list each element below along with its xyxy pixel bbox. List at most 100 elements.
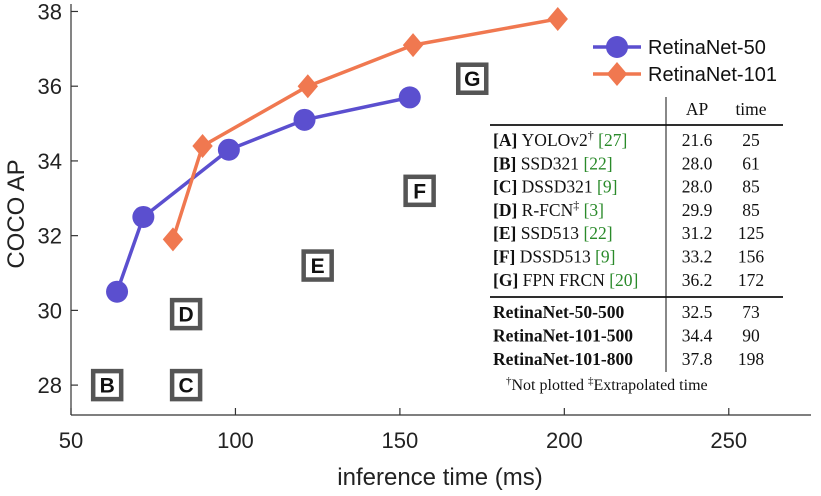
table-row-method: [A] YOLOv2† [27] <box>493 128 627 150</box>
y-tick-label: 32 <box>38 224 62 249</box>
legend: RetinaNet-50 RetinaNet-101 <box>593 36 777 86</box>
table-row-method: [B] SSD321 [22] <box>493 153 613 173</box>
y-tick-label: 36 <box>38 74 62 99</box>
table-row-method: RetinaNet-50-500 <box>493 302 624 322</box>
point-label-g: G <box>455 62 489 95</box>
point-label-text: G <box>464 68 480 91</box>
data-point <box>217 138 240 161</box>
point-label-box <box>90 368 124 402</box>
table-row: [G] FPN FRCN [20] 36.2 172 <box>493 270 764 290</box>
table-row-method: [E] SSD513 [22] <box>493 223 613 243</box>
table-row: [B] SSD321 [22] 28.0 61 <box>493 153 760 173</box>
table-row: [D] R-FCN‡ [3] 29.9 85 <box>493 198 760 220</box>
y-tick-label: 30 <box>38 298 62 323</box>
legend-entry-2: RetinaNet-101 <box>593 62 777 86</box>
comparison-table: AP time [A] YOLOv2† [27] 21.6 25 [B] SSD321 [… <box>488 96 788 398</box>
data-point <box>192 133 213 158</box>
table-row-method: [C] DSSD321 [9] <box>493 177 617 197</box>
series-line <box>115 95 411 293</box>
table-row-time: 85 <box>742 200 760 220</box>
legend-label: RetinaNet-50 <box>648 37 766 59</box>
x-tick-label: 100 <box>217 428 254 453</box>
y-axis-title: COCO AP <box>3 159 30 268</box>
point-label-box <box>455 62 489 95</box>
table-row-time: 85 <box>742 177 760 197</box>
y-tick-label: 28 <box>38 373 62 398</box>
point-label-text: C <box>179 375 194 398</box>
table-footnote: †Not plotted ‡Extrapolated time <box>506 375 708 394</box>
data-point <box>293 108 316 131</box>
point-label-box <box>403 174 436 208</box>
table-row-ap: 32.5 <box>682 302 713 322</box>
table-row-time: 156 <box>738 247 765 267</box>
table-row-method: RetinaNet-101-800 <box>493 349 633 369</box>
point-label-b: B <box>90 368 124 402</box>
y-tick-label: 34 <box>38 149 62 174</box>
table-row: [A] YOLOv2† [27] 21.6 25 <box>493 128 760 150</box>
y-tick-label: 38 <box>38 0 62 24</box>
series-1 <box>106 86 421 303</box>
table-row-ap: 28.0 <box>682 177 713 197</box>
x-tick-label: 150 <box>382 428 419 453</box>
data-point <box>402 33 424 58</box>
x-tick-label: 200 <box>546 428 583 453</box>
table-row-retinanet: RetinaNet-101-800 37.8 198 <box>493 349 764 369</box>
table-row-time: 125 <box>738 223 765 243</box>
legend-marker <box>606 62 628 86</box>
point-label-f: F <box>403 174 436 208</box>
table-row-method: [D] R-FCN‡ [3] <box>493 198 604 220</box>
table-row-time: 198 <box>738 349 765 369</box>
table-row-ap: 28.0 <box>682 153 713 173</box>
table-row-time: 73 <box>742 302 760 322</box>
point-label-d: D <box>169 297 203 331</box>
series-2 <box>162 6 568 252</box>
data-point <box>132 205 155 228</box>
table-row-ap: 33.2 <box>682 247 713 267</box>
series-layer <box>106 6 568 303</box>
point-label-e: E <box>301 249 334 282</box>
table-background <box>488 96 788 398</box>
table-row-ap: 36.2 <box>682 270 713 290</box>
table-header-time: time <box>735 99 766 119</box>
legend-marker <box>606 36 628 58</box>
data-point <box>106 280 129 303</box>
table-row-ap: 37.8 <box>682 349 713 369</box>
point-label-text: F <box>413 180 426 203</box>
data-point <box>162 227 184 252</box>
point-labels: B C D E F G <box>90 62 489 402</box>
point-label-text: D <box>179 304 194 327</box>
table-row-time: 172 <box>738 270 764 290</box>
x-axis-title: inference time (ms) <box>337 464 542 491</box>
x-tick-label: 50 <box>59 428 83 453</box>
axes: 50 100 150 200 250 28 30 32 34 36 38 <box>38 0 811 453</box>
legend-entry-1: RetinaNet-50 <box>593 36 766 59</box>
table-row-time: 90 <box>742 326 760 346</box>
table-row-time: 25 <box>742 130 760 150</box>
table-row-method: [G] FPN FRCN [20] <box>493 270 638 290</box>
table-row-ap: 34.4 <box>682 326 713 346</box>
table-row: [C] DSSD321 [9] 28.0 85 <box>493 177 760 197</box>
table-row-ap: 21.6 <box>682 130 713 150</box>
point-label-box <box>169 368 203 402</box>
data-point <box>297 74 318 99</box>
legend-label: RetinaNet-101 <box>648 64 777 86</box>
table-row-method: RetinaNet-101-500 <box>493 326 633 346</box>
point-label-box <box>169 297 203 331</box>
table-row-retinanet: RetinaNet-101-500 34.4 90 <box>493 326 760 346</box>
table-row: [E] SSD513 [22] 31.2 125 <box>493 223 764 243</box>
table-row-ap: 31.2 <box>682 223 713 243</box>
table-row-time: 61 <box>742 153 760 173</box>
table-row-method: [F] DSSD513 [9] <box>493 247 616 267</box>
point-label-text: E <box>311 255 325 278</box>
point-label-c: C <box>169 368 203 402</box>
point-label-box <box>301 249 334 282</box>
table-row: [F] DSSD513 [9] 33.2 156 <box>493 247 764 267</box>
table-row-ap: 29.9 <box>682 200 713 220</box>
x-tick-label: 250 <box>710 428 747 453</box>
table-row-retinanet: RetinaNet-50-500 32.5 73 <box>493 302 760 322</box>
table-header-ap: AP <box>686 99 709 119</box>
point-label-text: B <box>100 375 115 398</box>
data-point <box>547 6 568 31</box>
data-point <box>398 86 421 109</box>
